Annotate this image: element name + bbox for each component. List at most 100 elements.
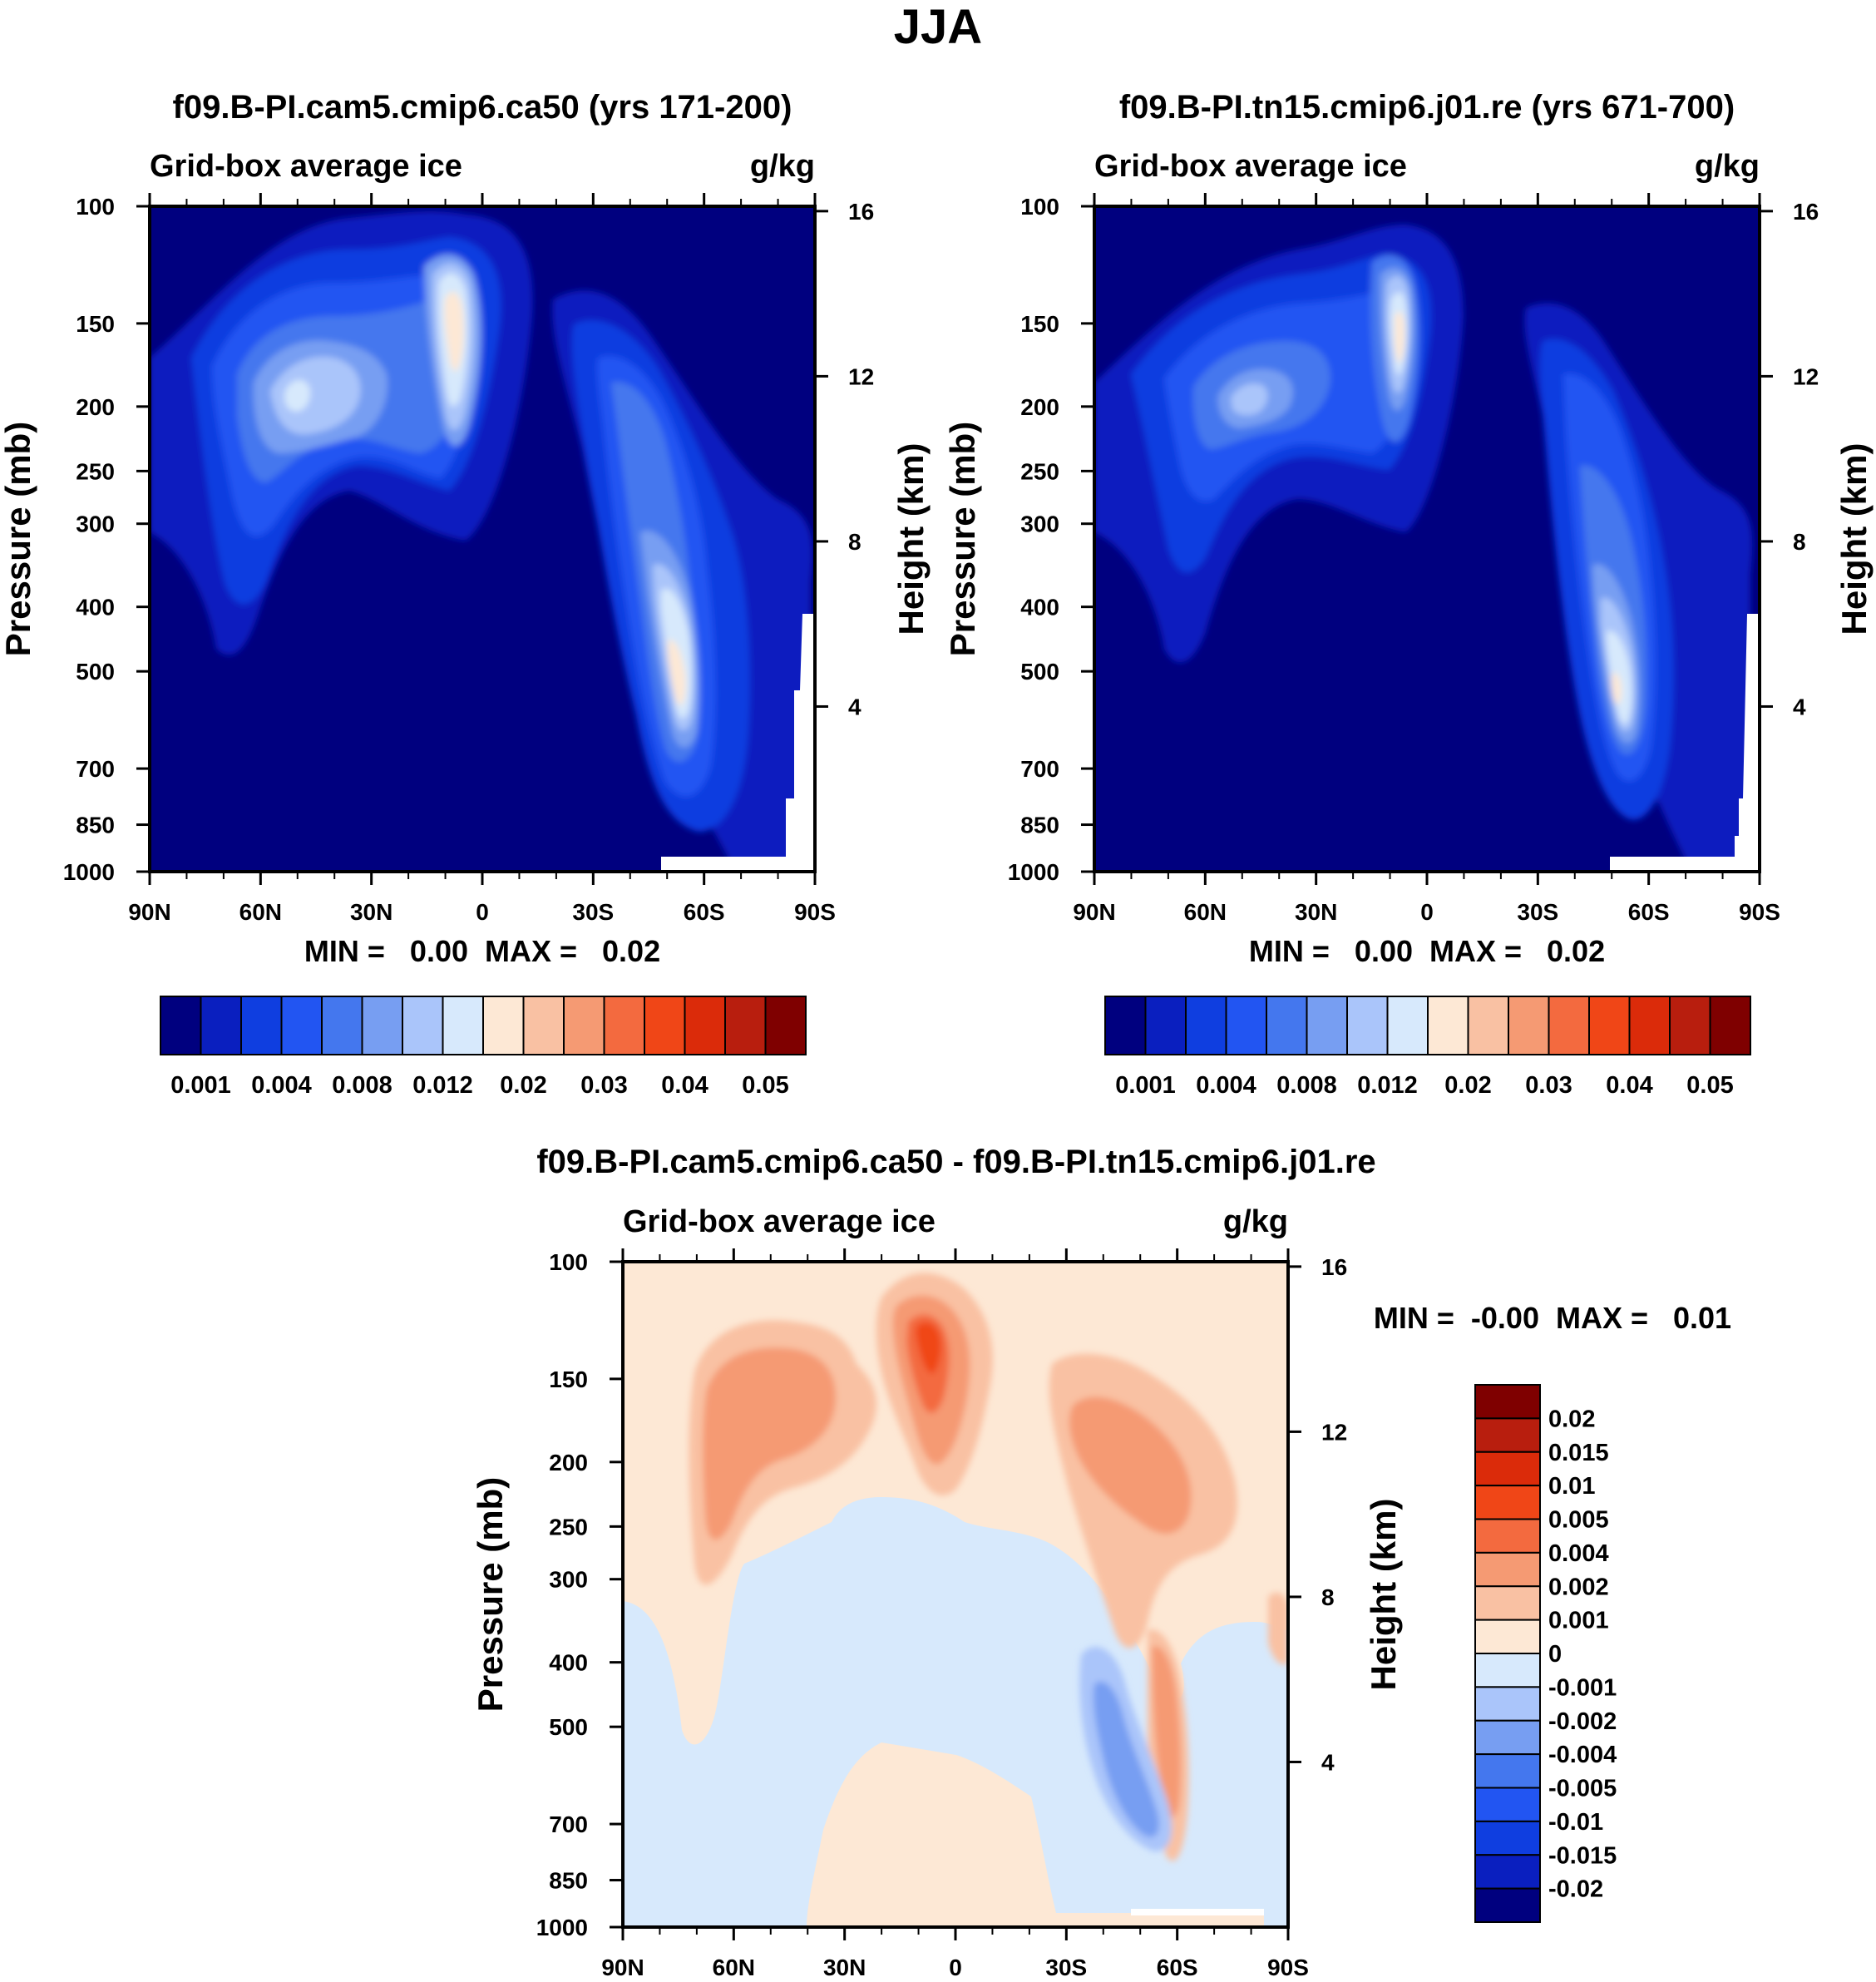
- x-tick-label: 60N: [1184, 899, 1227, 925]
- colorbar-box: [522, 996, 565, 1055]
- colorbar-label: 0.012: [412, 1072, 473, 1099]
- contour-fill: [689, 1273, 1288, 1861]
- panel-left: f09.B-PI.cam5.cmip6.ca50 (yrs 171-200) G…: [0, 89, 931, 1099]
- x-tick-label: 30N: [350, 899, 392, 925]
- colorbar-label: 0.008: [1276, 1072, 1337, 1099]
- colorbar-box: [1427, 996, 1469, 1055]
- height-tick-label: 12: [1793, 363, 1819, 389]
- colorbar-box: [644, 996, 686, 1055]
- colorbar-box: [200, 996, 242, 1055]
- units-label: g/kg: [1223, 1204, 1288, 1239]
- colorbar-label: 0.015: [1548, 1440, 1609, 1466]
- colorbar-label: -0.002: [1548, 1708, 1617, 1735]
- colorbar-label: 0.05: [1686, 1072, 1733, 1099]
- colorbar: 0.001 0.004 0.008 0.012 0.02 0.03 0.04 0.05: [160, 996, 807, 1099]
- y-tick-label: 200: [76, 394, 115, 420]
- x-tick-label: 30S: [1045, 1955, 1087, 1980]
- colorbar-label: 0: [1548, 1641, 1562, 1668]
- y-axis-label: Pressure (mb): [471, 1477, 510, 1712]
- colorbar-box: [240, 996, 283, 1055]
- panel-right: f09.B-PI.tn15.cmip6.j01.re (yrs 671-700)…: [943, 89, 1874, 1099]
- x-tick-label: 30S: [572, 899, 614, 925]
- min-max-label: MIN = 0.00 MAX = 0.02: [1249, 934, 1605, 968]
- colorbar-label: 0.005: [1548, 1507, 1609, 1534]
- colorbar-label: 0.01: [1548, 1473, 1595, 1500]
- colorbar-label: 0.03: [1525, 1072, 1572, 1099]
- colorbar-box: [1467, 996, 1509, 1055]
- colorbar-label: -0.005: [1548, 1776, 1617, 1802]
- colorbar-box: [160, 996, 202, 1055]
- contour-level-pos-3: [703, 1347, 836, 1540]
- contour-fill: [150, 211, 813, 865]
- y-axis-right-label: Height (km): [891, 443, 931, 635]
- x-tick-label: 30N: [1295, 899, 1337, 925]
- colorbar: 0.001 0.004 0.008 0.012 0.02 0.03 0.04 0.05: [1104, 996, 1751, 1099]
- contour-level-pos-3: [1152, 1646, 1182, 1817]
- colorbar-box: [321, 996, 363, 1055]
- colorbar-box: [482, 996, 525, 1055]
- colorbar-label: 0.001: [1548, 1608, 1609, 1634]
- colorbar-box: [684, 996, 726, 1055]
- y-tick-label: 250: [549, 1514, 588, 1540]
- colorbar-box: [1346, 996, 1389, 1055]
- colorbar-box: [1474, 1485, 1541, 1520]
- x-tick-label: 90N: [128, 899, 170, 925]
- height-tick-label: 4: [1321, 1749, 1335, 1775]
- colorbar-label: 0.002: [1548, 1574, 1609, 1600]
- contour-level-pos-3: [1069, 1396, 1192, 1534]
- y-tick-label: 100: [549, 1249, 588, 1275]
- contour-fill: [1094, 225, 1753, 865]
- colorbar-label: 0.02: [1548, 1406, 1595, 1432]
- colorbar-box: [1144, 996, 1187, 1055]
- plot-area: [1094, 206, 1760, 872]
- colorbar-box: [1386, 996, 1429, 1055]
- units-label: g/kg: [1695, 149, 1760, 184]
- x-tick-label: 30N: [823, 1955, 866, 1980]
- y-axis-right-label: Height (km): [1834, 443, 1874, 635]
- colorbar-label: -0.01: [1548, 1809, 1603, 1836]
- colorbar-box: [1306, 996, 1348, 1055]
- y-tick-label: 400: [76, 595, 115, 620]
- x-tick-label: 30S: [1517, 899, 1558, 925]
- y-tick-label: 100: [76, 194, 115, 220]
- contour-level-8: [444, 291, 464, 372]
- y-tick-label: 250: [76, 458, 115, 484]
- x-tick-label: 90N: [601, 1955, 644, 1980]
- y-tick-label: 150: [1020, 311, 1059, 337]
- colorbar-label: 0.02: [1444, 1072, 1491, 1099]
- y-tick-label: 850: [1020, 813, 1059, 838]
- colorbar-label: 0.05: [742, 1072, 788, 1099]
- y-tick-label: 300: [76, 512, 115, 537]
- variable-label: Grid-box average ice: [623, 1204, 936, 1239]
- colorbar-box: [1474, 1887, 1541, 1923]
- x-tick-label: 60S: [1628, 899, 1670, 925]
- y-tick-label: 300: [1020, 512, 1059, 537]
- x-tick-label: 0: [949, 1955, 962, 1980]
- colorbar-box: [1474, 1585, 1541, 1621]
- colorbar-label: 0.004: [1548, 1540, 1609, 1567]
- colorbar-box: [1474, 1518, 1541, 1554]
- colorbar-label: 0.02: [500, 1072, 546, 1099]
- y-tick-label: 400: [549, 1650, 588, 1676]
- x-tick-label: 90N: [1073, 899, 1115, 925]
- height-tick-label: 4: [1793, 694, 1806, 719]
- plot-area: [623, 1262, 1288, 1927]
- colorbar-box: [1266, 996, 1308, 1055]
- colorbar-box: [1669, 996, 1711, 1055]
- colorbar-box: [1628, 996, 1671, 1055]
- x-tick-label: 90S: [794, 899, 836, 925]
- y-axis-label: Pressure (mb): [943, 422, 982, 656]
- colorbar-box: [1474, 1820, 1541, 1856]
- panel-title: f09.B-PI.tn15.cmip6.j01.re (yrs 671-700): [1119, 89, 1735, 126]
- height-tick-label: 12: [1321, 1419, 1347, 1445]
- colorbar-box: [1474, 1451, 1541, 1487]
- y-tick-label: 200: [1020, 394, 1059, 420]
- y-axis-label: Pressure (mb): [0, 422, 37, 656]
- colorbar-label: 0.04: [1606, 1072, 1652, 1099]
- y-tick-label: 300: [549, 1567, 588, 1593]
- panel-difference: f09.B-PI.cam5.cmip6.ca50 - f09.B-PI.tn15…: [471, 1144, 1731, 1980]
- variable-label: Grid-box average ice: [1094, 149, 1407, 184]
- contour-level-pos-2: [1268, 1592, 1288, 1665]
- colorbar-box: [1474, 1719, 1541, 1756]
- y-tick-label: 1000: [1008, 859, 1059, 885]
